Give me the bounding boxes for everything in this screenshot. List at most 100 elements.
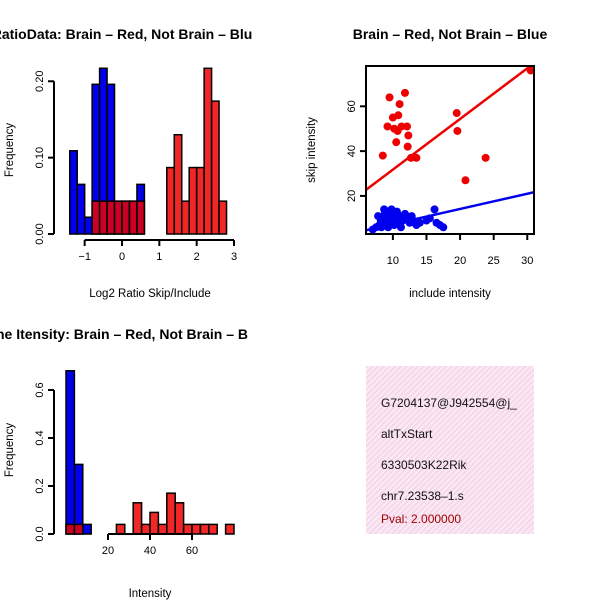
ratio-brain-bar-0 <box>91 200 101 235</box>
ratio-histogram-ylabel: Frequency <box>4 123 16 178</box>
scatter-y-tick-label-2: 60 <box>346 100 358 112</box>
intensity-brain-bar-9 <box>182 523 193 535</box>
ratio-brain-bar-2 <box>106 200 116 235</box>
intensity-y-tick-label-1: 0.2 <box>34 478 46 493</box>
scatter-brain-point-15 <box>453 126 462 135</box>
gene-name: 6330503K22Rik <box>381 458 467 472</box>
event-type: altTxStart <box>381 427 433 441</box>
ratio-y-tick-label-0: 0.00 <box>34 223 46 244</box>
intensity-brain-bar-8 <box>174 502 185 535</box>
scatter-not-brain-point-34 <box>374 212 383 221</box>
intensity-histogram-xlabel: Intensity <box>129 588 172 600</box>
scatter-x-tick-label-4: 30 <box>521 255 533 267</box>
intensity-y-tick-label-0: 0.0 <box>34 526 46 541</box>
intensity-brain-bar-11 <box>199 523 210 535</box>
intensity-x-tick-label-0: 20 <box>102 545 114 557</box>
ratio-histogram-xlabel: Log2 Ratio Skip/Include <box>89 288 210 300</box>
scatter-not-brain-point-32 <box>400 209 409 218</box>
intensity-y-tick-label-2: 0.4 <box>34 430 46 445</box>
scatter-brain-point-18 <box>412 153 421 162</box>
ratio-brain-bar-7 <box>166 166 176 235</box>
scatter-brain-point-11 <box>404 131 413 140</box>
intensity-brain-bar-13 <box>224 523 235 535</box>
ratio-brain-bar-14 <box>218 200 228 235</box>
intensity-scatter-xlabel: include intensity <box>409 288 491 300</box>
intensity-not-brain-bar-0 <box>65 370 76 535</box>
intensity-brain-bar-5 <box>149 511 160 535</box>
p-value: Pval: 2.000000 <box>381 512 462 526</box>
intensity-scatter-plot-area <box>366 66 534 234</box>
ratio-histogram-title: RatioData: Brain – Red, Not Brain – Blu <box>0 26 252 42</box>
intensity-histogram-panel: ne Itensity: Brain – Red, Not Brain – B … <box>0 326 248 600</box>
scatter-not-brain-point-21 <box>415 218 424 227</box>
scatter-brain-point-20 <box>461 176 470 185</box>
intensity-x-tick-label-1: 40 <box>144 545 156 557</box>
intensity-brain-bar-10 <box>191 523 202 535</box>
intensity-brain-bar-7 <box>166 492 176 535</box>
scatter-brain-point-14 <box>452 109 461 118</box>
ratio-brain-bar-5 <box>128 200 138 235</box>
ratio-histogram-axes: −1 0 1 2 3 0.00 0.10 0.20 <box>34 71 237 263</box>
scatter-plot-frame <box>365 65 535 235</box>
ratio-brain-bar-10 <box>188 166 198 235</box>
scatter-x-tick-label-0: 10 <box>387 255 399 267</box>
intensity-brain-bar-12 <box>208 523 218 535</box>
scatter-not-brain-point-27 <box>439 223 448 232</box>
ratio-not-brain-bar-2 <box>83 216 93 235</box>
scatter-brain-point-13 <box>403 142 412 151</box>
scatter-brain-point-6 <box>383 122 392 131</box>
intensity-scatter-axes: 10 15 20 25 30 20 40 60 <box>346 65 535 267</box>
scatter-brain-point-3 <box>400 88 409 97</box>
scatter-brain-point-2 <box>395 100 404 109</box>
scatter-not-brain-point-35 <box>380 205 389 214</box>
scatter-brain-point-1 <box>385 93 394 102</box>
intensity-not-brain-bar-1 <box>73 463 84 535</box>
ratio-x-tick-label-3: 2 <box>194 251 200 263</box>
scatter-not-brain-fit-line <box>366 191 534 232</box>
ratio-not-brain-bar-1 <box>76 183 86 235</box>
intensity-brain-bar-2 <box>115 523 126 535</box>
scatter-not-brain-point-33 <box>407 212 416 221</box>
event-info-box: G7204137@J942554@j_ altTxStart 6330503K2… <box>366 366 534 534</box>
intensity-histogram-ylabel: Frequency <box>4 423 16 478</box>
ratio-brain-bar-9 <box>180 200 190 235</box>
scatter-x-tick-label-3: 25 <box>488 255 500 267</box>
event-id: G7204137@J942554@j_ <box>381 396 517 410</box>
scatter-not-brain-point-15 <box>396 223 405 232</box>
intensity-histogram-title: ne Itensity: Brain – Red, Not Brain – B <box>0 326 248 342</box>
intensity-brain-bar-6 <box>157 523 168 535</box>
intensity-scatter-panel: Brain – Red, Not Brain – Blue include in… <box>306 26 547 300</box>
ratio-brain-bar-4 <box>121 200 131 235</box>
genomic-location: chr7.23538–1.s <box>381 489 464 503</box>
scatter-y-tick-label-0: 20 <box>346 190 358 202</box>
intensity-brain-bar-4 <box>140 523 151 535</box>
scatter-brain-point-7 <box>394 111 403 120</box>
scatter-brain-point-10 <box>402 122 411 131</box>
scatter-x-tick-label-1: 15 <box>420 255 432 267</box>
intensity-scatter-ylabel: skip intensity <box>306 117 318 183</box>
scatter-brain-point-12 <box>392 138 401 147</box>
scatter-x-tick-label-2: 20 <box>454 255 466 267</box>
scatter-brain-point-9 <box>393 126 402 135</box>
ratio-y-tick-label-2: 0.20 <box>34 71 46 92</box>
ratio-histogram-bars <box>68 67 228 235</box>
intensity-brain-bar-3 <box>132 502 143 535</box>
scatter-not-brain-point-31 <box>392 207 401 216</box>
ratio-x-tick-label-0: −1 <box>78 251 91 263</box>
intensity-brain-bar-1 <box>73 523 84 535</box>
intensity-brain-bar-0 <box>65 523 76 535</box>
scatter-brain-point-16 <box>378 151 387 160</box>
ratio-x-tick-label-1: 0 <box>119 251 125 263</box>
ratio-brain-bar-11 <box>195 166 205 235</box>
scatter-brain-fit-line <box>366 66 533 191</box>
ratio-y-tick-label-1: 0.10 <box>34 147 46 168</box>
ratio-brain-bar-1 <box>98 200 108 235</box>
scatter-not-brain-point-24 <box>430 205 439 214</box>
ratio-histogram-panel: RatioData: Brain – Red, Not Brain – Blu … <box>0 26 252 300</box>
intensity-histogram-bars <box>65 370 235 535</box>
intensity-not-brain-bar-2 <box>82 523 92 535</box>
ratio-brain-bar-8 <box>173 133 183 235</box>
ratio-brain-bar-3 <box>113 200 123 235</box>
ratio-not-brain-bar-0 <box>68 150 78 235</box>
